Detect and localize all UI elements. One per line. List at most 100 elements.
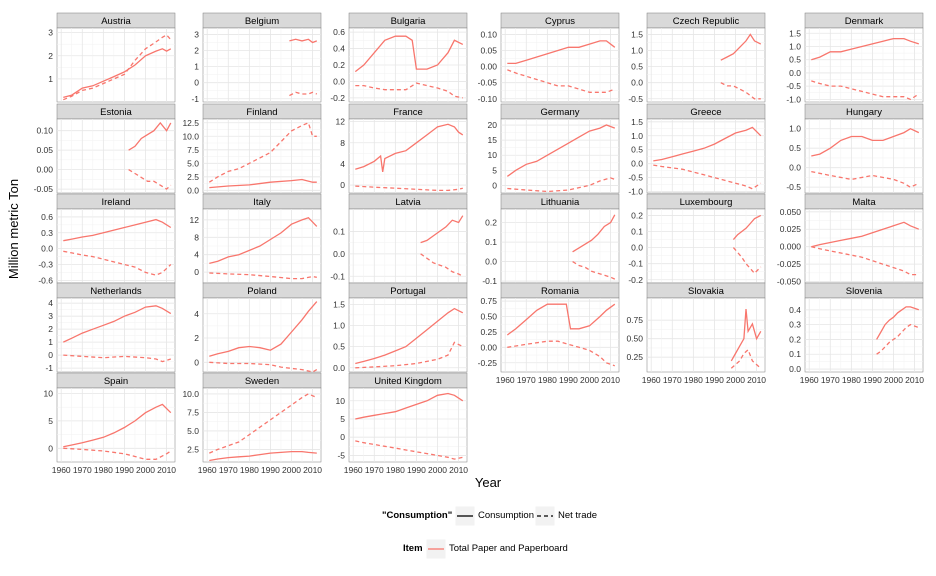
y-tick-label-united-kingdom: 5 [340,414,345,424]
series-net-trade-netherlands [63,354,171,363]
y-tick-label-romania: 0.50 [480,312,497,322]
panel-estonia: Estonia -0.05 0.00 0.05 0.10 [34,103,176,194]
series-net-trade-romania [507,340,616,367]
y-tick-label-ireland: 0.6 [41,212,53,222]
x-tick-label-sweden: 1980 [240,465,259,475]
series-consumption-hungary [811,127,920,157]
series-net-trade-poland [209,361,318,373]
y-tick-label-greece: 0.0 [631,159,643,169]
y-tick-label-estonia: 0.00 [36,165,53,175]
series-consumption-malta [811,221,920,248]
series-net-trade-malta [811,246,919,276]
series-consumption-france [355,123,464,173]
series-consumption-cyprus [507,40,616,65]
x-tick-label-slovenia: 1970 [821,375,840,385]
x-tick-label-romania: 2010 [601,375,620,385]
y-tick-label-bulgaria: 0.2 [333,60,345,70]
legend-color: Item Total Paper and Paperboard [403,538,568,560]
series-net-trade-finland [208,121,317,183]
panel-title-lithuania: Lithuania [541,197,580,208]
y-tick-label-denmark: 1.0 [789,42,801,52]
panel-title-estonia: Estonia [100,107,132,118]
y-tick-label-italy: 0 [194,267,199,277]
panel-area-luxembourg [646,208,766,284]
x-tick-label-slovakia: 2000 [726,375,745,385]
series-net-trade-cyprus [507,69,616,93]
series-net-trade-portugal [355,341,464,369]
y-tick-label-poland: 0 [194,357,199,367]
y-tick-label-italy: 12 [190,215,200,225]
series-consumption-poland [209,301,318,357]
y-tick-label-finland: 12.5 [182,118,199,128]
series-net-trade-denmark [811,80,920,101]
y-tick-label-slovakia: 0.75 [626,315,643,325]
panel-ireland: Ireland -0.6 -0.3 0.0 0.3 0.6 [38,193,176,285]
panel-title-finland: Finland [246,107,277,118]
y-axis-label: Million metric Ton [6,179,21,279]
series-net-trade-united-kingdom [355,440,463,460]
panel-title-romania: Romania [541,286,580,297]
y-tick-label-latvia: 0.0 [333,249,345,259]
x-tick-label-romania: 2000 [580,375,599,385]
y-tick-label-romania: 0.25 [480,327,497,337]
series-consumption-united-kingdom [355,392,464,420]
series-consumption-ireland [63,218,172,242]
panel-sweden: Sweden 2.5 5.0 7.5 10.0 1960 1970 1980 1990 2000 2… [182,372,322,475]
panel-title-luxembourg: Luxembourg [680,197,733,208]
series-net-trade-ireland [63,250,172,276]
y-tick-label-cyprus: 0.00 [480,62,497,72]
y-tick-label-ireland: -0.3 [38,260,53,270]
y-tick-label-netherlands: 4 [48,298,53,308]
y-tick-label-finland: 5.0 [187,158,199,168]
y-tick-label-austria: 2 [48,51,53,61]
y-tick-label-luxembourg: 0.1 [631,227,643,237]
panel-spain: Spain 0 5 10 1960 1970 1980 1990 2000 2010 [44,372,176,475]
panel-area-united-kingdom [348,387,468,463]
y-tick-label-lithuania: 0.0 [485,257,497,267]
x-tick-label-sweden: 1960 [198,465,217,475]
legend-entry-total-paper: Total Paper and Paperboard [449,543,568,554]
y-tick-label-belgium: 2 [194,46,199,56]
series-net-trade-germany [507,177,616,193]
legend-color-title: Item [403,543,423,554]
panel-area-hungary [804,118,924,194]
panel-area-slovakia [646,297,766,373]
y-tick-label-romania: 0.75 [480,296,497,306]
y-tick-label-denmark: 0.5 [789,55,801,65]
x-tick-label-slovenia: 1980 [842,375,861,385]
y-tick-label-czech-republic: -0.5 [628,94,643,104]
y-tick-label-malta: -0.050 [777,277,801,287]
y-tick-label-greece: 1.5 [631,117,643,127]
y-tick-label-romania: 0.00 [480,342,497,352]
legend-entry-consumption: Consumption [478,510,534,521]
x-tick-label-slovakia: 1980 [684,375,703,385]
series-net-trade-austria [63,34,172,101]
y-tick-label-united-kingdom: 0 [340,432,345,442]
y-tick-label-ireland: 0.3 [41,228,53,238]
y-tick-label-finland: 7.5 [187,145,199,155]
x-tick-label-slovakia: 1990 [705,375,724,385]
y-tick-label-belgium: -1 [191,94,199,104]
series-net-trade-estonia [128,169,172,190]
panel-france: France 0 4 8 12 [336,103,468,194]
series-consumption-spain [63,403,172,448]
x-tick-label-united-kingdom: 1960 [344,465,363,475]
y-tick-label-spain: 0 [48,443,53,453]
y-tick-label-germany: 5 [492,165,497,175]
y-tick-label-cyprus: -0.05 [478,78,498,88]
x-tick-label-romania: 1970 [517,375,536,385]
panel-title-belgium: Belgium [245,16,279,27]
y-tick-label-slovenia: 0.2 [789,334,801,344]
y-tick-label-france: 4 [340,159,345,169]
panel-title-denmark: Denmark [845,16,884,27]
y-tick-label-lithuania: 0.1 [485,237,497,247]
panel-area-slovenia [804,297,924,373]
panel-luxembourg: Luxembourg -0.2 -0.1 0.0 0.1 0.2 [628,193,766,285]
y-tick-label-ireland: 0.0 [41,244,53,254]
y-tick-label-malta: 0.025 [780,224,802,234]
x-tick-label-romania: 1960 [496,375,515,385]
y-tick-label-sweden: 5.0 [187,426,199,436]
series-consumption-greece [653,126,762,162]
series-consumption-netherlands [63,305,172,343]
